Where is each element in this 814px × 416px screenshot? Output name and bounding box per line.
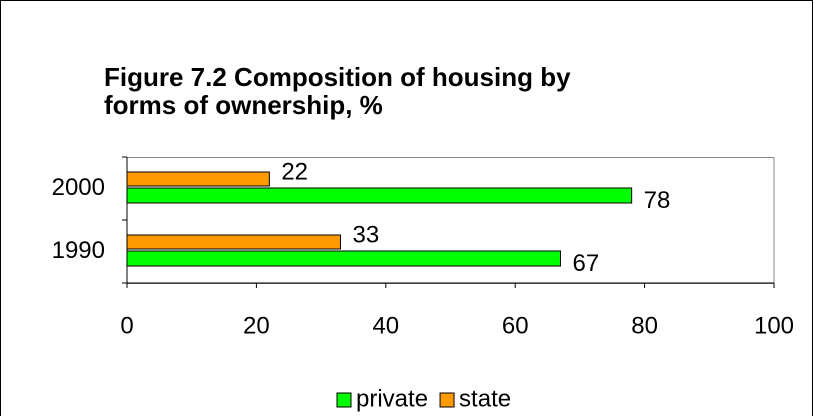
x-tick-label: 100: [754, 312, 794, 339]
legend-label: private: [356, 385, 428, 412]
data-label: 67: [572, 250, 599, 277]
bar: [126, 250, 561, 267]
chart-title: Figure 7.2 Composition of housing by: [104, 62, 571, 92]
bar: [126, 171, 270, 187]
x-tick-label: 60: [502, 312, 529, 339]
data-label: 22: [281, 158, 308, 185]
bar: [126, 234, 342, 250]
legend-swatch: [336, 392, 352, 408]
legend-label: state: [459, 385, 511, 412]
y-tick-label: 1990: [52, 237, 105, 264]
data-label: 78: [644, 187, 671, 214]
x-tick-label: 40: [372, 312, 399, 339]
x-tick-label: 80: [631, 312, 658, 339]
x-tick-label: 20: [243, 312, 270, 339]
chart-title: forms of ownership, %: [104, 90, 383, 120]
data-label: 33: [353, 221, 380, 248]
bar: [126, 187, 633, 204]
x-tick-label: 0: [120, 312, 133, 339]
legend-swatch: [439, 392, 455, 408]
y-tick-label: 2000: [52, 174, 105, 201]
